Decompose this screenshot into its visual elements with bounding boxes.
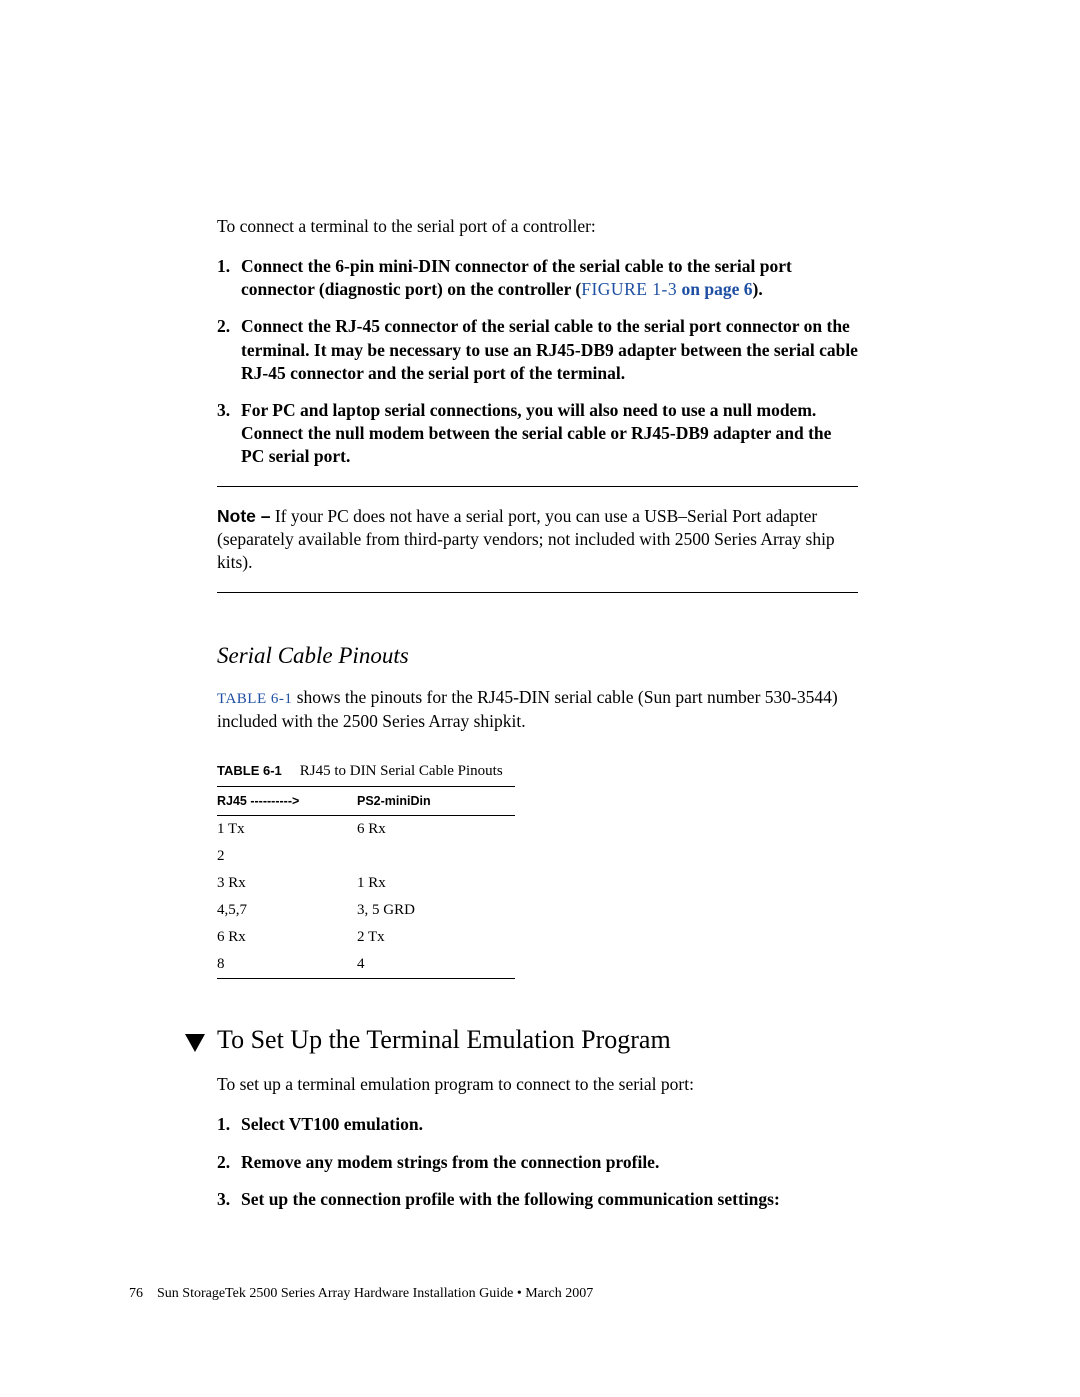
step-1: 1. Connect the 6-pin mini-DIN connector … bbox=[217, 255, 858, 301]
step-number: 2. bbox=[217, 315, 237, 384]
table-caption-text: RJ45 to DIN Serial Cable Pinouts bbox=[300, 763, 503, 779]
note-text: If your PC does not have a serial port, … bbox=[217, 506, 835, 572]
cell: 2 Tx bbox=[357, 924, 515, 951]
step-number: 2. bbox=[217, 1151, 237, 1174]
table-row: 2 bbox=[217, 843, 515, 870]
cell bbox=[357, 843, 515, 870]
col-ps2: PS2-miniDin bbox=[357, 787, 515, 816]
cell: 8 bbox=[217, 951, 357, 979]
table-caption-label: TABLE 6-1 bbox=[217, 763, 282, 778]
table-row: 4,5,73, 5 GRD bbox=[217, 897, 515, 924]
step-2: 2. Connect the RJ-45 connector of the se… bbox=[217, 315, 858, 384]
note-block: Note – If your PC does not have a serial… bbox=[217, 505, 858, 574]
table-header-row: RJ45 ----------> PS2-miniDin bbox=[217, 787, 515, 816]
note-label: Note – bbox=[217, 506, 270, 526]
section-heading-pinouts: Serial Cable Pinouts bbox=[217, 643, 858, 669]
cell: 6 Rx bbox=[357, 816, 515, 844]
step-number: 1. bbox=[217, 255, 237, 301]
table-ref[interactable]: TABLE 6-1 bbox=[217, 691, 292, 707]
triangle-icon bbox=[185, 1031, 205, 1061]
step-body: For PC and laptop serial connections, yo… bbox=[241, 399, 858, 468]
pinout-para-text: shows the pinouts for the RJ45-DIN seria… bbox=[217, 687, 838, 731]
note-rule-bottom bbox=[217, 592, 858, 593]
step-3: 3. For PC and laptop serial connections,… bbox=[217, 399, 858, 468]
step-b2: 2. Remove any modem strings from the con… bbox=[217, 1151, 858, 1174]
procedure-heading: To Set Up the Terminal Emulation Program bbox=[217, 1025, 858, 1055]
footer-text: Sun StorageTek 2500 Series Array Hardwar… bbox=[157, 1286, 593, 1301]
step-number: 1. bbox=[217, 1113, 237, 1136]
procedure-intro: To set up a terminal emulation program t… bbox=[217, 1073, 858, 1096]
step-body: Connect the 6-pin mini-DIN connector of … bbox=[241, 255, 858, 301]
step-body: Set up the connection profile with the f… bbox=[241, 1188, 858, 1211]
cell: 6 Rx bbox=[217, 924, 357, 951]
procedure-heading-text: To Set Up the Terminal Emulation Program bbox=[217, 1025, 671, 1054]
cell: 2 bbox=[217, 843, 357, 870]
page-footer: 76 Sun StorageTek 2500 Series Array Hardw… bbox=[129, 1286, 593, 1302]
cell: 1 Tx bbox=[217, 816, 357, 844]
page-link[interactable]: on page 6 bbox=[677, 279, 752, 299]
figure-ref[interactable]: FIGURE 1-3 bbox=[581, 279, 677, 299]
pinout-paragraph: TABLE 6-1 shows the pinouts for the RJ45… bbox=[217, 686, 858, 733]
pinout-table: RJ45 ----------> PS2-miniDin 1 Tx6 Rx 2 … bbox=[217, 786, 515, 979]
table-row: 1 Tx6 Rx bbox=[217, 816, 515, 844]
table-row: 3 Rx1 Rx bbox=[217, 870, 515, 897]
page-number: 76 bbox=[129, 1286, 143, 1301]
col-rj45: RJ45 ----------> bbox=[217, 787, 357, 816]
table-row: 6 Rx2 Tx bbox=[217, 924, 515, 951]
step-body: Select VT100 emulation. bbox=[241, 1113, 858, 1136]
intro-text: To connect a terminal to the serial port… bbox=[217, 215, 858, 238]
table-row: 84 bbox=[217, 951, 515, 979]
table-caption: TABLE 6-1 RJ45 to DIN Serial Cable Pinout… bbox=[217, 763, 858, 780]
step-text-post: ). bbox=[753, 279, 763, 299]
step-number: 3. bbox=[217, 1188, 237, 1211]
step-b1: 1. Select VT100 emulation. bbox=[217, 1113, 858, 1136]
page-content: To connect a terminal to the serial port… bbox=[217, 197, 858, 1225]
cell: 4,5,7 bbox=[217, 897, 357, 924]
cell: 4 bbox=[357, 951, 515, 979]
cell: 3 Rx bbox=[217, 870, 357, 897]
step-body: Connect the RJ-45 connector of the seria… bbox=[241, 315, 858, 384]
step-b3: 3. Set up the connection profile with th… bbox=[217, 1188, 858, 1211]
cell: 1 Rx bbox=[357, 870, 515, 897]
cell: 3, 5 GRD bbox=[357, 897, 515, 924]
step-body: Remove any modem strings from the connec… bbox=[241, 1151, 858, 1174]
note-rule-top bbox=[217, 486, 858, 487]
step-number: 3. bbox=[217, 399, 237, 468]
